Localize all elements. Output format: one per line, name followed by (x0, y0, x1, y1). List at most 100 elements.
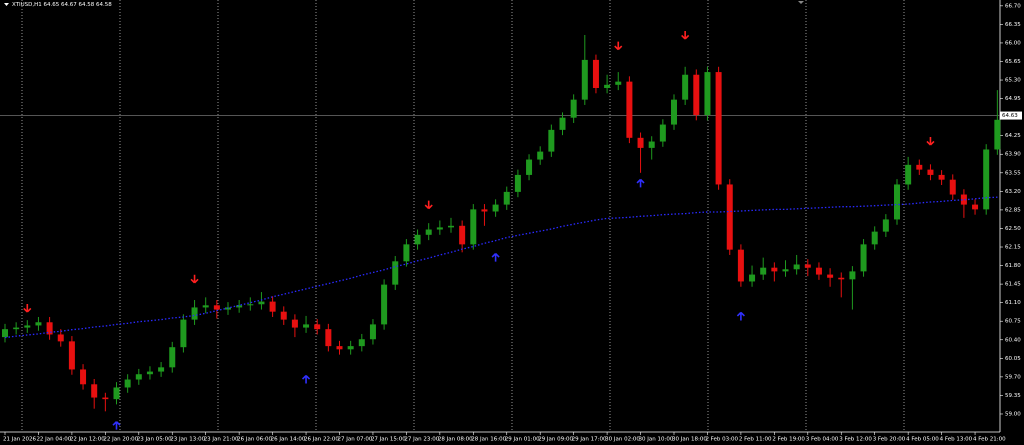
x-tick-label: 2 Feb 11:00 (739, 437, 772, 443)
signal-arrow (424, 200, 433, 210)
candle-body (80, 369, 87, 385)
current-price-label: 64.63 (1002, 113, 1018, 119)
candle-body (581, 59, 588, 100)
candle-body (559, 117, 566, 130)
x-tick-label: 29 Jan 01:00 (505, 437, 540, 443)
candle-body (68, 341, 75, 370)
candle-body (358, 339, 365, 347)
candle-body (135, 374, 142, 380)
y-tick-label: 60.75 (1005, 319, 1021, 325)
candle-body (860, 244, 867, 272)
candle-body (247, 304, 254, 306)
x-tick-label: 2 Feb 03:00 (705, 437, 738, 443)
candle-body (392, 261, 399, 285)
x-tick-label: 26 Jan 06:00 (237, 437, 272, 443)
x-tick-label: 29 Jan 17:00 (572, 437, 607, 443)
x-tick-label: 22 Jan 20:00 (103, 437, 138, 443)
candle-body (526, 159, 533, 175)
y-tick-label: 62.15 (1005, 245, 1021, 251)
candle-body (113, 387, 120, 400)
y-tick-label: 64.25 (1005, 133, 1021, 139)
candle-body (403, 244, 410, 262)
candle-body (158, 367, 165, 372)
candle-body (827, 274, 834, 278)
candle-body (760, 267, 767, 275)
x-tick-label: 30 Jan 02:00 (605, 437, 640, 443)
candle-body (213, 305, 220, 310)
menu-icon[interactable] (4, 3, 9, 6)
x-tick-label: 23 Jan 05:00 (137, 437, 172, 443)
x-tick-label: 4 Feb 13:00 (940, 437, 973, 443)
candle-body (269, 301, 276, 312)
y-tick-label: 65.65 (1005, 59, 1021, 65)
x-tick-label: 30 Jan 18:00 (672, 437, 707, 443)
x-tick-label: 22 Jan 04:00 (36, 437, 71, 443)
y-tick-label: 61.80 (1005, 263, 1021, 269)
shift-marker (798, 1, 804, 4)
candle-body (648, 141, 655, 148)
candle-body (369, 324, 376, 340)
day-separators (21, 0, 905, 432)
candle-body (604, 84, 611, 88)
x-tick-label: 3 Feb 12:00 (839, 437, 872, 443)
y-tick-label: 65.30 (1005, 78, 1021, 84)
candle-body (13, 327, 20, 330)
candle-body (291, 319, 298, 328)
y-tick-label: 61.45 (1005, 282, 1021, 288)
candle-body (169, 347, 176, 368)
candle-body (804, 264, 811, 268)
x-tick-label: 23 Jan 13:00 (170, 437, 205, 443)
y-tick-label: 63.55 (1005, 170, 1021, 176)
x-tick-label: 30 Jan 10:00 (639, 437, 674, 443)
candle-body (749, 274, 756, 282)
candle-body (314, 324, 321, 330)
candle-body (258, 301, 265, 305)
chart-title: XTIUSD,H1 64.65 64.67 64.58 64.58 (12, 2, 112, 8)
candle-body (436, 227, 443, 230)
candle-body (347, 346, 354, 350)
candle-body (715, 72, 722, 185)
candle-body (459, 225, 466, 245)
candle-body (815, 267, 822, 275)
candle-body (470, 209, 477, 245)
x-tick-label: 27 Jan 23:00 (404, 437, 439, 443)
candle-body (916, 164, 923, 170)
candle-body (381, 284, 388, 325)
candle-body (514, 174, 521, 192)
candle-body (2, 329, 8, 338)
signal-arrow (614, 41, 623, 51)
candle-body (704, 72, 711, 116)
y-tick-label: 63.90 (1005, 152, 1021, 158)
candle-body (693, 74, 700, 116)
candle-body (682, 74, 689, 100)
signal-arrow (112, 421, 121, 430)
candle-body (771, 267, 778, 272)
x-tick-label: 21 Jan 2026 (3, 437, 36, 443)
candle-body (782, 269, 789, 272)
x-tick-label: 26 Jan 14:00 (271, 437, 306, 443)
candle-body (927, 169, 934, 175)
candle-body (180, 319, 187, 348)
y-tick-label: 63.20 (1005, 189, 1021, 195)
candle-body (905, 164, 912, 185)
candle-body (35, 322, 42, 326)
y-tick-label: 64.95 (1005, 96, 1021, 102)
candle-body (938, 174, 945, 180)
candle-body (726, 184, 733, 250)
x-tick-label: 3 Feb 20:00 (873, 437, 906, 443)
candle-body (280, 311, 287, 320)
signal-arrow (301, 374, 311, 384)
candle-body (972, 204, 979, 210)
candle-body (303, 324, 310, 328)
x-tick-label: 3 Feb 04:00 (806, 437, 839, 443)
candle-body (838, 277, 845, 280)
candle-body (191, 307, 198, 320)
y-tick-label: 60.40 (1005, 337, 1021, 343)
x-tick-label: 2 Feb 19:00 (772, 437, 805, 443)
candle-body (871, 231, 878, 245)
candle-body (626, 81, 633, 138)
x-tick-label: 26 Jan 22:00 (304, 437, 339, 443)
x-tick-label: 23 Jan 21:00 (204, 437, 239, 443)
candle-body (671, 99, 677, 125)
